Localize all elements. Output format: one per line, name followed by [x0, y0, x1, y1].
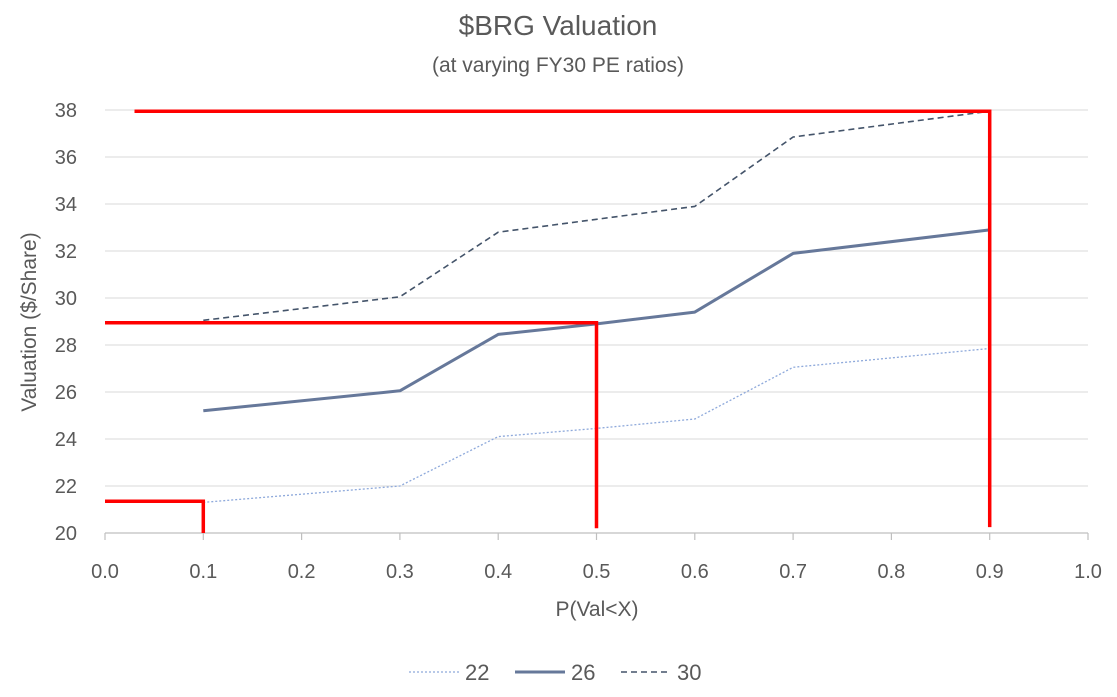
chart-title: $BRG Valuation — [459, 10, 658, 41]
y-tick-26: 26 — [55, 382, 77, 404]
x-tick-0.4: 0.4 — [484, 561, 512, 583]
y-tick-32: 32 — [55, 241, 77, 263]
annotation-p10 — [105, 499, 206, 533]
y-tick-34: 34 — [55, 194, 77, 216]
x-tick-labels: 0.0 0.1 0.2 0.3 0.4 0.5 0.6 0.7 0.8 0.9 1.0 — [91, 561, 1102, 583]
legend: 22 26 30 — [409, 660, 701, 685]
y-tick-30: 30 — [55, 288, 77, 310]
x-tick-0.2: 0.2 — [288, 561, 316, 583]
annotation-p50 — [105, 320, 599, 529]
y-tick-28: 28 — [55, 335, 77, 357]
y-tick-24: 24 — [55, 429, 77, 451]
x-tick-0.8: 0.8 — [877, 561, 905, 583]
legend-label-30: 30 — [677, 660, 701, 685]
y-axis-label: Valuation ($/Share) — [18, 232, 41, 411]
red-annotations — [105, 109, 992, 533]
x-tick-0.5: 0.5 — [583, 561, 611, 583]
y-tick-36: 36 — [55, 147, 77, 169]
x-tick-0.9: 0.9 — [976, 561, 1004, 583]
legend-label-22: 22 — [465, 660, 489, 685]
y-tick-22: 22 — [55, 476, 77, 498]
x-tick-0.0: 0.0 — [91, 561, 119, 583]
x-tick-0.1: 0.1 — [189, 561, 217, 583]
x-tick-0.3: 0.3 — [386, 561, 414, 583]
y-tick-38: 38 — [55, 100, 77, 122]
x-axis-label: P(Val<X) — [555, 598, 638, 621]
y-tick-20: 20 — [55, 523, 77, 545]
x-tick-1.0: 1.0 — [1074, 561, 1102, 583]
series-line-30 — [203, 110, 990, 322]
chart-subtitle: (at varying FY30 PE ratios) — [432, 54, 684, 77]
legend-label-26: 26 — [571, 660, 595, 685]
y-tick-labels: 20 22 24 26 28 30 32 34 36 38 — [55, 100, 77, 545]
annotation-p90 — [134, 109, 992, 528]
x-tick-0.7: 0.7 — [779, 561, 807, 583]
x-tick-0.6: 0.6 — [681, 561, 709, 583]
axes — [104, 532, 1089, 540]
